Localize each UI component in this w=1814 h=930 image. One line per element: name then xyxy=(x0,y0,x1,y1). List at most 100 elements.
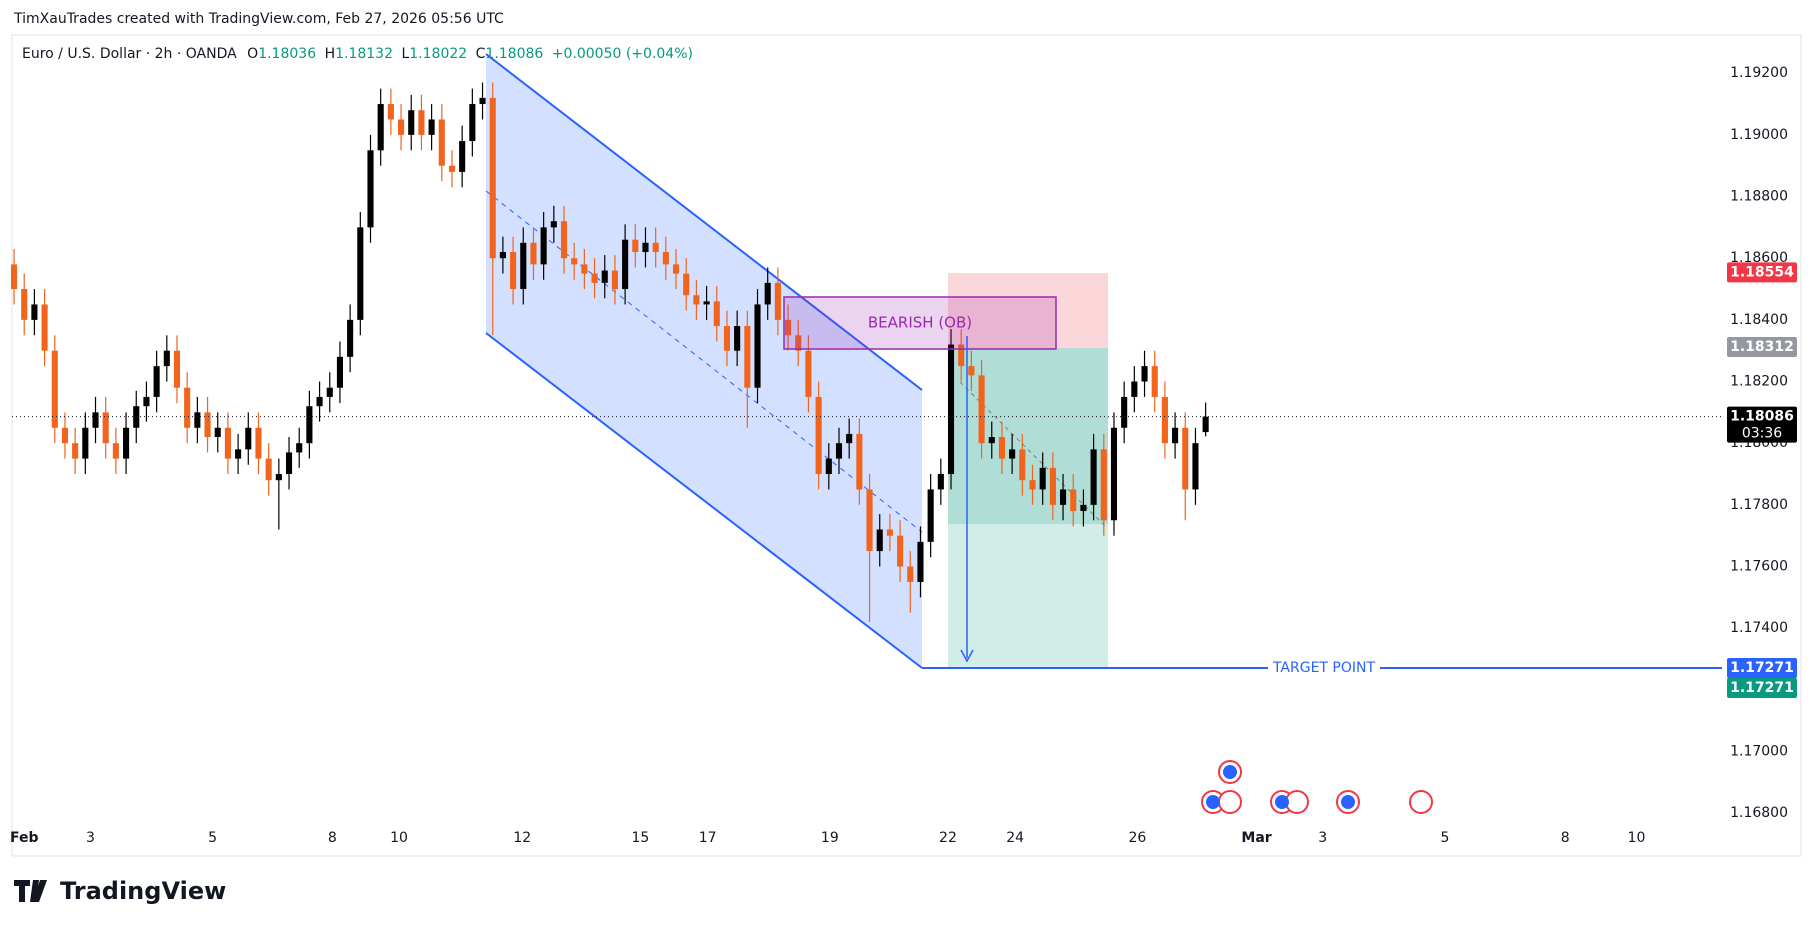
ohlc-letter: L xyxy=(401,46,409,62)
symbol: Euro / U.S. Dollar · 2h · OANDA xyxy=(22,46,237,62)
change: +0.00050 (+0.04%) xyxy=(552,46,693,62)
candle-body xyxy=(1100,449,1107,521)
candle-body xyxy=(998,437,1006,459)
candle-body xyxy=(1141,366,1148,382)
candle-body xyxy=(143,396,150,407)
candle-body xyxy=(754,304,761,388)
candle-body xyxy=(591,273,598,283)
candle-body xyxy=(856,433,863,490)
target-label: TARGET POINT xyxy=(1272,660,1376,676)
candle-body xyxy=(1090,449,1097,505)
candle-body xyxy=(438,119,445,166)
candle-body xyxy=(571,258,578,265)
price-label: 1.18312 xyxy=(1730,339,1794,355)
event-icon[interactable] xyxy=(1218,790,1242,814)
event-dot xyxy=(1206,795,1220,809)
candle-body xyxy=(520,242,527,290)
attribution: TimXauTrades created with TradingView.co… xyxy=(13,11,504,27)
candle-body xyxy=(367,150,374,228)
legend-header: Euro / U.S. Dollar · 2h · OANDA O1.18036… xyxy=(22,46,693,62)
x-tick-label: 19 xyxy=(821,830,839,846)
price-label: 1.17271 xyxy=(1730,680,1794,696)
candle-body xyxy=(21,289,28,320)
candle-body xyxy=(41,304,48,351)
candle-body xyxy=(764,282,771,305)
candle-body xyxy=(1172,427,1179,444)
candle-body xyxy=(499,252,506,259)
order-block xyxy=(783,296,1057,350)
y-tick-label: 1.17000 xyxy=(1730,743,1788,759)
x-tick-label: Feb xyxy=(10,830,39,846)
candle-body xyxy=(1110,427,1118,521)
profit-zone xyxy=(948,348,1108,524)
candle-body xyxy=(611,270,618,290)
price-label: 1.17271 xyxy=(1730,660,1794,676)
candle-body xyxy=(1049,467,1056,505)
candle-body xyxy=(489,97,496,259)
channel-mid xyxy=(485,190,923,533)
y-tick-label: 1.19000 xyxy=(1730,127,1788,143)
candle-body xyxy=(1029,480,1036,490)
candle-body xyxy=(265,458,272,481)
candle-body xyxy=(785,319,792,336)
candle-body xyxy=(795,335,802,351)
candle-body xyxy=(1039,467,1046,490)
candle-body xyxy=(815,396,822,475)
candle-body xyxy=(10,264,18,290)
candle-body xyxy=(418,110,425,135)
candle-body xyxy=(459,141,466,172)
candle-body xyxy=(560,221,568,259)
arrow-head xyxy=(960,649,974,663)
candle-body xyxy=(835,443,843,459)
y-tick-label: 1.17400 xyxy=(1730,620,1788,636)
candle-body xyxy=(642,242,649,253)
event-dot xyxy=(1275,795,1289,809)
x-tick-label: 5 xyxy=(208,830,217,846)
candle-body xyxy=(622,239,629,290)
countdown: 03:36 xyxy=(1742,426,1782,442)
candle-body xyxy=(316,396,323,407)
candle-body xyxy=(988,437,995,444)
candle-body xyxy=(1161,396,1168,444)
price-label-box xyxy=(1727,262,1797,283)
event-icon[interactable] xyxy=(1285,790,1309,814)
candle-body xyxy=(713,301,720,327)
price-label: 1.18086 xyxy=(1730,409,1794,425)
x-tick-label: 8 xyxy=(1561,830,1570,846)
candle-body xyxy=(1121,396,1128,428)
candle-body xyxy=(1070,489,1077,512)
x-tick-label: 24 xyxy=(1006,830,1024,846)
ohlc-value: 1.18086 xyxy=(485,46,543,62)
y-tick-label: 1.18200 xyxy=(1730,374,1788,390)
candle-body xyxy=(214,427,221,438)
channel-top xyxy=(485,53,923,391)
candle-body xyxy=(947,344,955,475)
x-tick-label: 8 xyxy=(328,830,337,846)
price-label-box xyxy=(1727,406,1797,443)
candle-body xyxy=(102,412,109,444)
candle-body xyxy=(907,566,914,582)
candle-body xyxy=(1182,427,1189,490)
candle-body xyxy=(204,412,211,438)
candle-body xyxy=(774,282,781,320)
y-tick-label: 1.17800 xyxy=(1730,497,1788,513)
candle-body xyxy=(194,412,201,428)
ohlc-value: 1.18022 xyxy=(409,46,467,62)
event-icon[interactable] xyxy=(1409,790,1433,814)
price-label-box xyxy=(1727,657,1797,678)
candle-body xyxy=(917,541,924,582)
candle-body xyxy=(825,458,832,475)
y-tick-label: 1.17600 xyxy=(1730,559,1788,575)
ohlc-letter: H xyxy=(325,46,336,62)
candle-body xyxy=(897,535,904,567)
candle-body xyxy=(224,427,231,459)
candle-body xyxy=(245,427,252,450)
candle-body xyxy=(581,264,588,274)
candle-body xyxy=(734,326,741,351)
chart-frame xyxy=(11,34,1802,857)
candle-body xyxy=(235,449,242,459)
candle-body xyxy=(662,252,669,265)
candle-body xyxy=(469,104,476,142)
candle-body xyxy=(285,452,293,475)
